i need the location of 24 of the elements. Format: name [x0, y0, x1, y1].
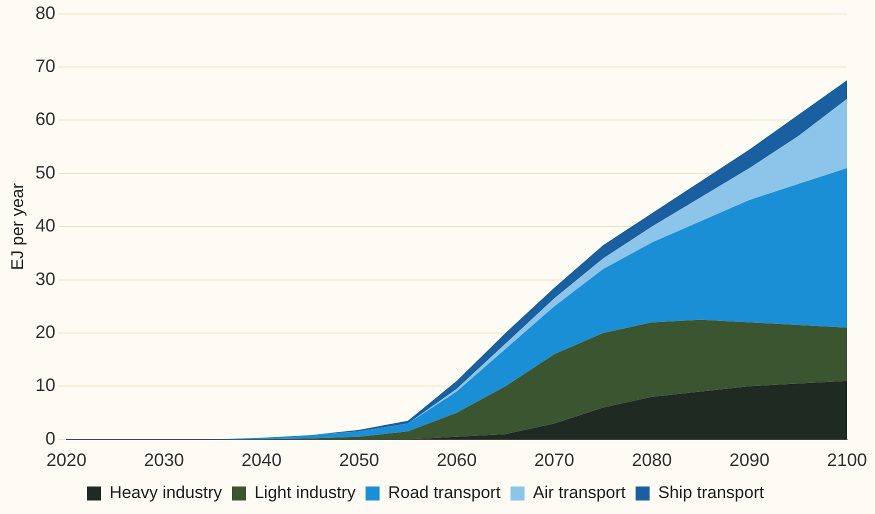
x-tick-label: 2090 [729, 450, 770, 470]
x-tick-label: 2060 [436, 450, 477, 470]
y-tick-label: 50 [35, 162, 56, 182]
x-tick-label: 2100 [826, 450, 868, 470]
y-tick-label: 10 [35, 375, 56, 396]
y-tick-label: 60 [35, 109, 56, 130]
legend-label: Ship transport [658, 483, 764, 502]
y-tick-label: 20 [35, 322, 56, 342]
legend-label: Road transport [388, 483, 501, 502]
y-tick-label: 0 [45, 428, 56, 448]
y-axis-title: EJ per year [8, 182, 27, 270]
y-tick-label: 30 [35, 268, 56, 289]
x-tick-label: 2050 [339, 450, 380, 470]
x-tick-label: 2080 [632, 450, 672, 470]
y-tick-label: 40 [35, 216, 56, 236]
x-tick-label: 2020 [46, 450, 86, 470]
x-tick-label: 2040 [242, 450, 282, 470]
x-tick-label: 2070 [534, 450, 574, 470]
y-tick-label: 80 [35, 2, 56, 23]
legend-label: Air transport [533, 483, 626, 502]
legend-label: Heavy industry [110, 483, 222, 502]
legend-label: Light industry [254, 483, 356, 502]
x-tick-label: 2030 [144, 450, 184, 470]
y-tick-label: 70 [35, 56, 56, 76]
